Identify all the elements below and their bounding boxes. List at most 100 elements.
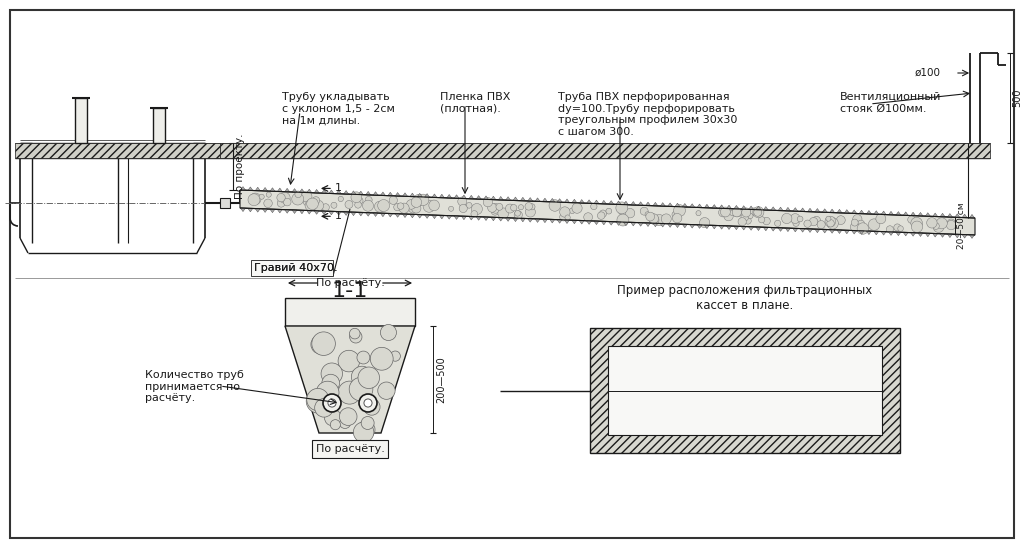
Polygon shape <box>571 220 577 224</box>
Polygon shape <box>690 225 694 228</box>
Polygon shape <box>454 195 459 198</box>
Polygon shape <box>336 190 341 194</box>
Polygon shape <box>608 221 613 225</box>
Circle shape <box>817 220 825 229</box>
Circle shape <box>305 200 316 211</box>
Circle shape <box>894 224 901 231</box>
Polygon shape <box>571 199 577 203</box>
Polygon shape <box>580 199 585 203</box>
Polygon shape <box>933 213 938 216</box>
Circle shape <box>674 204 685 216</box>
Polygon shape <box>506 197 511 200</box>
Polygon shape <box>587 221 592 224</box>
Polygon shape <box>675 224 680 227</box>
Circle shape <box>492 207 499 215</box>
Circle shape <box>506 204 514 213</box>
Circle shape <box>933 222 944 232</box>
Circle shape <box>353 422 374 442</box>
Polygon shape <box>402 214 408 218</box>
Polygon shape <box>388 192 393 196</box>
Circle shape <box>280 192 290 203</box>
Circle shape <box>322 374 340 392</box>
Circle shape <box>264 199 272 208</box>
Circle shape <box>597 212 605 219</box>
Circle shape <box>724 212 733 221</box>
Circle shape <box>311 198 319 207</box>
Polygon shape <box>462 195 466 198</box>
Circle shape <box>699 218 710 228</box>
Polygon shape <box>344 212 348 215</box>
Circle shape <box>458 197 467 206</box>
Polygon shape <box>469 216 474 220</box>
Polygon shape <box>278 188 283 191</box>
Text: 200—500: 200—500 <box>436 356 446 403</box>
Circle shape <box>518 204 523 210</box>
Circle shape <box>868 219 880 230</box>
Polygon shape <box>373 192 378 195</box>
Polygon shape <box>800 229 805 232</box>
Circle shape <box>650 215 659 225</box>
Polygon shape <box>866 210 871 214</box>
Circle shape <box>351 366 373 387</box>
Circle shape <box>471 203 482 215</box>
Polygon shape <box>608 201 613 204</box>
Polygon shape <box>903 212 908 215</box>
Text: Пленка ПВХ
(плотная).: Пленка ПВХ (плотная). <box>440 92 510 113</box>
Polygon shape <box>926 233 931 237</box>
Circle shape <box>412 197 422 208</box>
Circle shape <box>812 216 820 224</box>
Circle shape <box>549 199 561 211</box>
Polygon shape <box>307 189 311 193</box>
Circle shape <box>418 194 429 206</box>
Polygon shape <box>734 226 739 230</box>
Circle shape <box>946 220 955 230</box>
Circle shape <box>378 199 389 212</box>
Polygon shape <box>248 208 253 212</box>
Circle shape <box>826 216 830 221</box>
Circle shape <box>857 220 864 227</box>
Text: 1: 1 <box>335 212 342 221</box>
Circle shape <box>429 200 439 210</box>
Polygon shape <box>483 196 488 199</box>
Circle shape <box>487 203 497 212</box>
Polygon shape <box>255 209 260 212</box>
Circle shape <box>459 204 467 213</box>
Polygon shape <box>926 213 931 216</box>
Circle shape <box>338 196 343 202</box>
Polygon shape <box>808 229 812 232</box>
Polygon shape <box>734 206 739 209</box>
Circle shape <box>514 211 522 219</box>
Circle shape <box>509 206 514 212</box>
Polygon shape <box>594 221 599 225</box>
Polygon shape <box>322 211 327 215</box>
Polygon shape <box>719 205 724 208</box>
Circle shape <box>359 394 377 412</box>
Circle shape <box>266 192 271 197</box>
Polygon shape <box>852 210 857 213</box>
Circle shape <box>748 213 753 219</box>
Circle shape <box>947 219 955 227</box>
Polygon shape <box>881 232 886 235</box>
Polygon shape <box>299 210 304 214</box>
Circle shape <box>331 202 337 208</box>
Polygon shape <box>756 206 761 210</box>
Circle shape <box>397 203 403 209</box>
Polygon shape <box>601 201 606 204</box>
Polygon shape <box>940 213 945 217</box>
Polygon shape <box>638 222 643 226</box>
Circle shape <box>313 200 324 211</box>
Bar <box>285 298 415 326</box>
Circle shape <box>774 220 780 226</box>
Circle shape <box>471 210 477 218</box>
Polygon shape <box>837 209 842 213</box>
Circle shape <box>804 220 811 227</box>
Circle shape <box>407 199 416 209</box>
Polygon shape <box>859 210 864 214</box>
Circle shape <box>741 208 751 217</box>
Polygon shape <box>527 198 532 201</box>
Polygon shape <box>241 187 246 190</box>
Circle shape <box>414 194 425 206</box>
Circle shape <box>295 191 301 198</box>
Circle shape <box>316 381 339 404</box>
Polygon shape <box>918 213 923 216</box>
